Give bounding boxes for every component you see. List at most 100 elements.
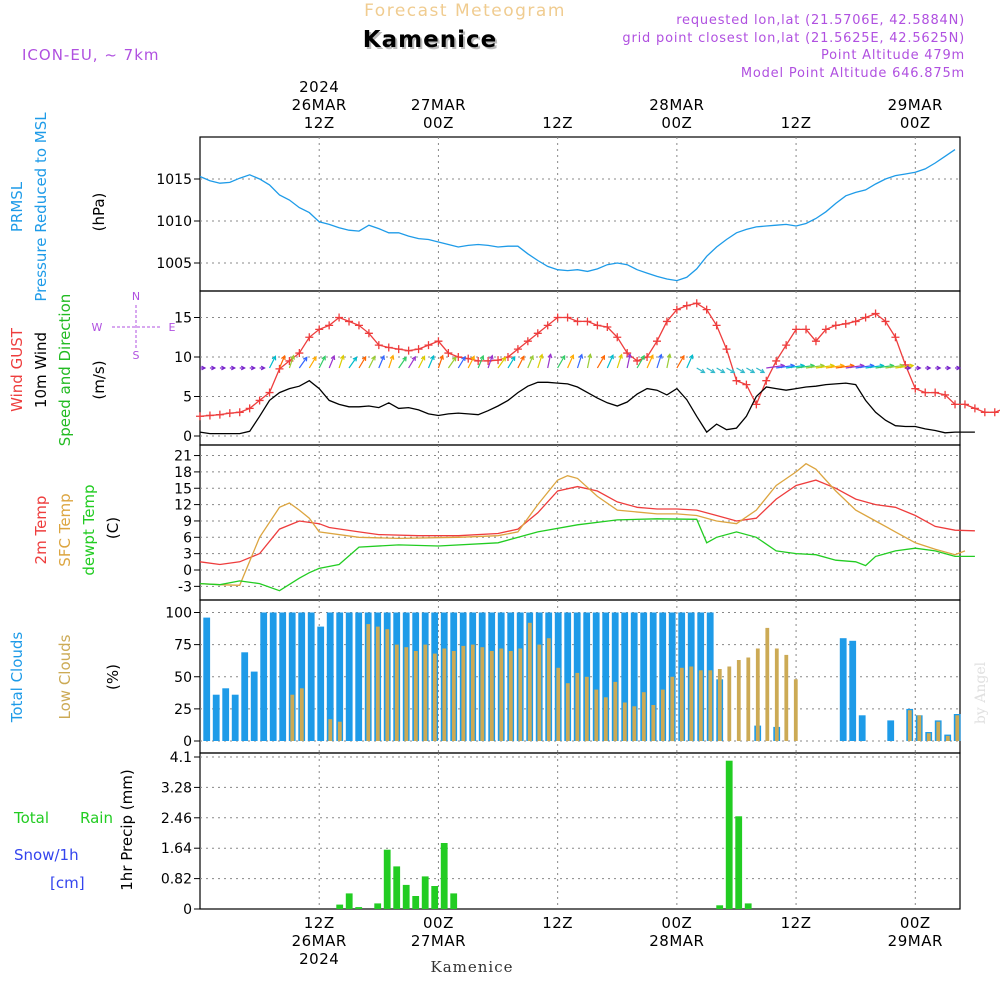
low-cloud-bar [670,676,675,742]
rain-bar [431,886,439,909]
gust-marker [742,380,751,389]
wind-arrow [418,356,426,369]
rain-bar [412,896,420,909]
wind-arrow-head [470,355,475,361]
wind-arrow [328,355,335,369]
wind-arrow [527,355,534,369]
wind-arrow-head [680,354,685,360]
wind-arrow [606,354,614,369]
gust-marker [722,345,731,354]
low-cloud-bar [708,670,713,741]
low-cloud-bar [936,721,941,741]
y-tick-label: 21 [174,449,192,465]
total-cloud-bar [611,612,619,741]
wind-arrow-head [936,365,942,371]
wind-arrow-head [501,356,507,362]
panel-clouds: 0 25 50 75 100 Total Clouds Low Clouds (%) [8,599,961,754]
wind-arrow-head [560,354,566,360]
y-tick-label: 75 [174,638,192,654]
wind-arrow-head [569,354,575,360]
compass-n: N [132,290,140,303]
y-tick-label: 6 [183,530,192,546]
gust-marker [593,321,602,330]
low-cloud-bar [613,681,618,741]
low-cloud-bar [774,648,779,741]
gust-marker [941,390,950,399]
low-cloud-bar [328,719,333,741]
requested-coords: requested lon,lat (21.5706E, 42.5884N) [676,13,965,28]
compass-e: E [169,321,176,334]
rain-bar [383,849,391,909]
gust-marker [951,400,960,409]
gust-marker [662,317,671,326]
bottom-time-label: 2024 [299,950,339,968]
gust-marker [275,364,284,373]
gust-marker [245,404,254,413]
label-dewpt-temp: dewpt Temp [80,484,98,575]
gust-marker [851,317,860,326]
y-tick-label: 18 [174,465,192,481]
low-cloud-bar [527,622,532,741]
y-tick-label: 0 [183,734,192,750]
wind-arrow [338,355,344,369]
wind-arrow-head [290,354,295,360]
wind-arrow-head [657,353,663,359]
low-cloud-bar [442,648,447,741]
gust-marker [891,333,900,342]
top-time-label: 12Z [781,114,812,132]
low-cloud-bar [784,654,789,741]
total-cloud-bar [355,612,363,741]
series-10m-wind [199,379,975,435]
wind-arrow [786,364,805,369]
wind-arrow-head [618,353,623,359]
wind-arrow [766,364,785,369]
top-time-label: 00Z [423,114,454,132]
low-cloud-bar [423,644,428,741]
wind-arrow-head [430,354,435,361]
y-tick-label: 1.64 [161,841,192,857]
total-cloud-bar [307,612,315,741]
wind-arrow [626,354,631,369]
wind-arrow-head [221,365,227,371]
wind-arrow [835,364,854,369]
wind-arrow [845,364,864,369]
low-cloud-bar [461,645,466,741]
gust-marker [652,337,661,346]
wind-arrow-head [352,356,358,362]
rain-bar [421,876,429,909]
wind-arrow-head [281,354,286,361]
label-sfc-temp: SFC Temp [56,493,74,566]
gust-marker [414,345,423,354]
gust-marker [225,409,234,418]
total-cloud-bar [849,640,857,741]
y-tick-label: 0 [183,429,192,445]
series-wind-gust [199,302,1000,417]
compass-rose: N S W E [92,290,176,362]
label-cm: [cm] [50,874,85,892]
total-cloud-bar [298,612,306,741]
low-cloud-bar [727,666,732,741]
wind-arrow-head [720,368,726,374]
wind-arrow-head [909,363,915,369]
y-tick-label: 0 [183,563,192,579]
wind-arrow [646,354,654,369]
wind-arrow-head [479,354,485,361]
wind-arrow-head [389,354,395,360]
gust-marker [374,341,383,350]
top-time-label: 12Z [304,114,335,132]
gust-marker [444,349,453,358]
total-cloud-bar [621,612,629,741]
low-cloud-bar [660,689,665,741]
gust-marker [802,325,811,334]
bottom-time-label: 00Z [423,914,454,932]
total-cloud-bar [288,612,296,741]
top-time-label: 12Z [542,114,573,132]
chart-subtitle: Forecast Meteogram [364,1,566,21]
wind-arrow [447,357,457,369]
wind-arrow-head [609,354,614,360]
wind-arrow [358,356,367,369]
wind-arrow [636,355,645,369]
bottom-time-label: 12Z [304,914,335,932]
wind-arrow [497,357,506,369]
wind-arrow [298,357,308,369]
